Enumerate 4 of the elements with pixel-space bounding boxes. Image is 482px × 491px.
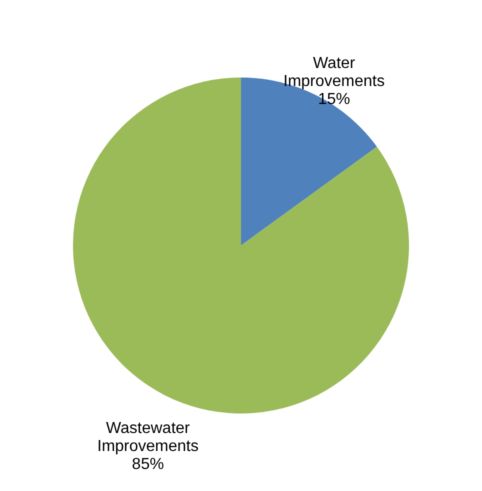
data-label: 15% — [318, 90, 350, 108]
slice-label: Water Improvements — [283, 54, 385, 90]
slice-label: Wastewater Improvements — [97, 420, 199, 456]
data-label: 85% — [132, 456, 164, 474]
